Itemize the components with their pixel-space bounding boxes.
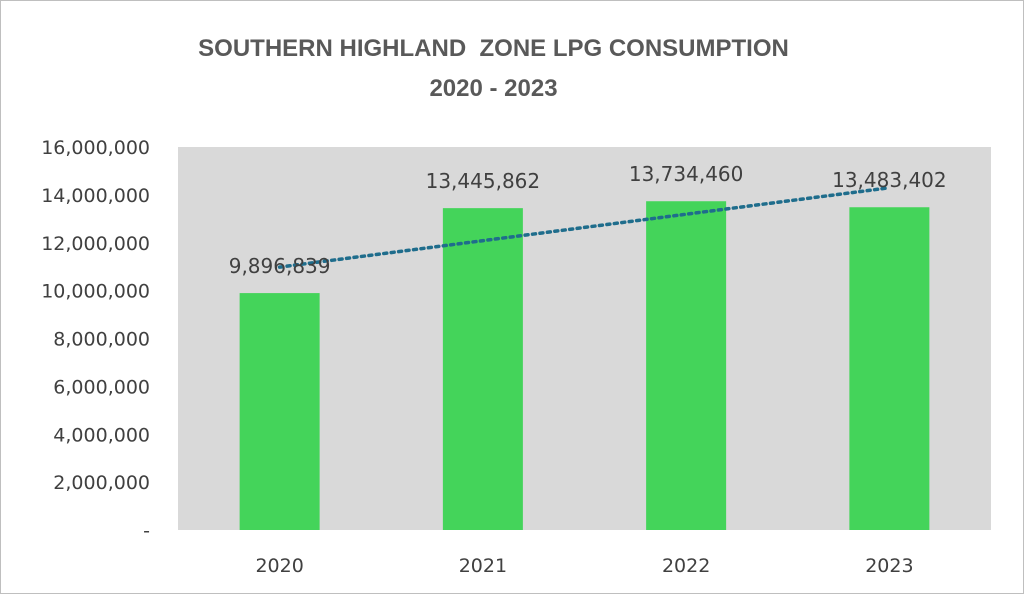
bar-2021: [442, 208, 523, 530]
y-tick-label: -: [143, 520, 150, 542]
x-tick-label: 2021: [459, 555, 507, 577]
y-tick-label: 16,000,000: [41, 137, 150, 159]
data-label: 9,896,839: [229, 254, 331, 278]
chart-title-line1: SOUTHERN HIGHLAND ZONE LPG CONSUMPTION: [198, 35, 789, 62]
bar-2023: [849, 207, 930, 530]
bar-2020: [239, 293, 320, 530]
data-label: 13,483,402: [832, 168, 947, 192]
y-tick-label: 8,000,000: [53, 329, 150, 351]
chart-title-line2: 2020 - 2023: [429, 75, 558, 102]
trendline: [277, 186, 892, 269]
x-tick-label: 2022: [662, 555, 710, 577]
x-tick-label: 2020: [255, 555, 303, 577]
x-tick-label: 2023: [865, 555, 913, 577]
data-label: 13,445,862: [426, 169, 541, 193]
y-tick-label: 12,000,000: [41, 233, 150, 255]
y-tick-label: 2,000,000: [53, 472, 150, 494]
y-tick-label: 10,000,000: [41, 281, 150, 303]
chart-title: SOUTHERN HIGHLAND ZONE LPG CONSUMPTION 20…: [1, 29, 986, 109]
y-tick-label: 4,000,000: [53, 424, 150, 446]
bar-2022: [646, 201, 727, 530]
y-tick-label: 14,000,000: [41, 185, 150, 207]
y-tick-label: 6,000,000: [53, 376, 150, 398]
data-label: 13,734,460: [629, 162, 744, 186]
